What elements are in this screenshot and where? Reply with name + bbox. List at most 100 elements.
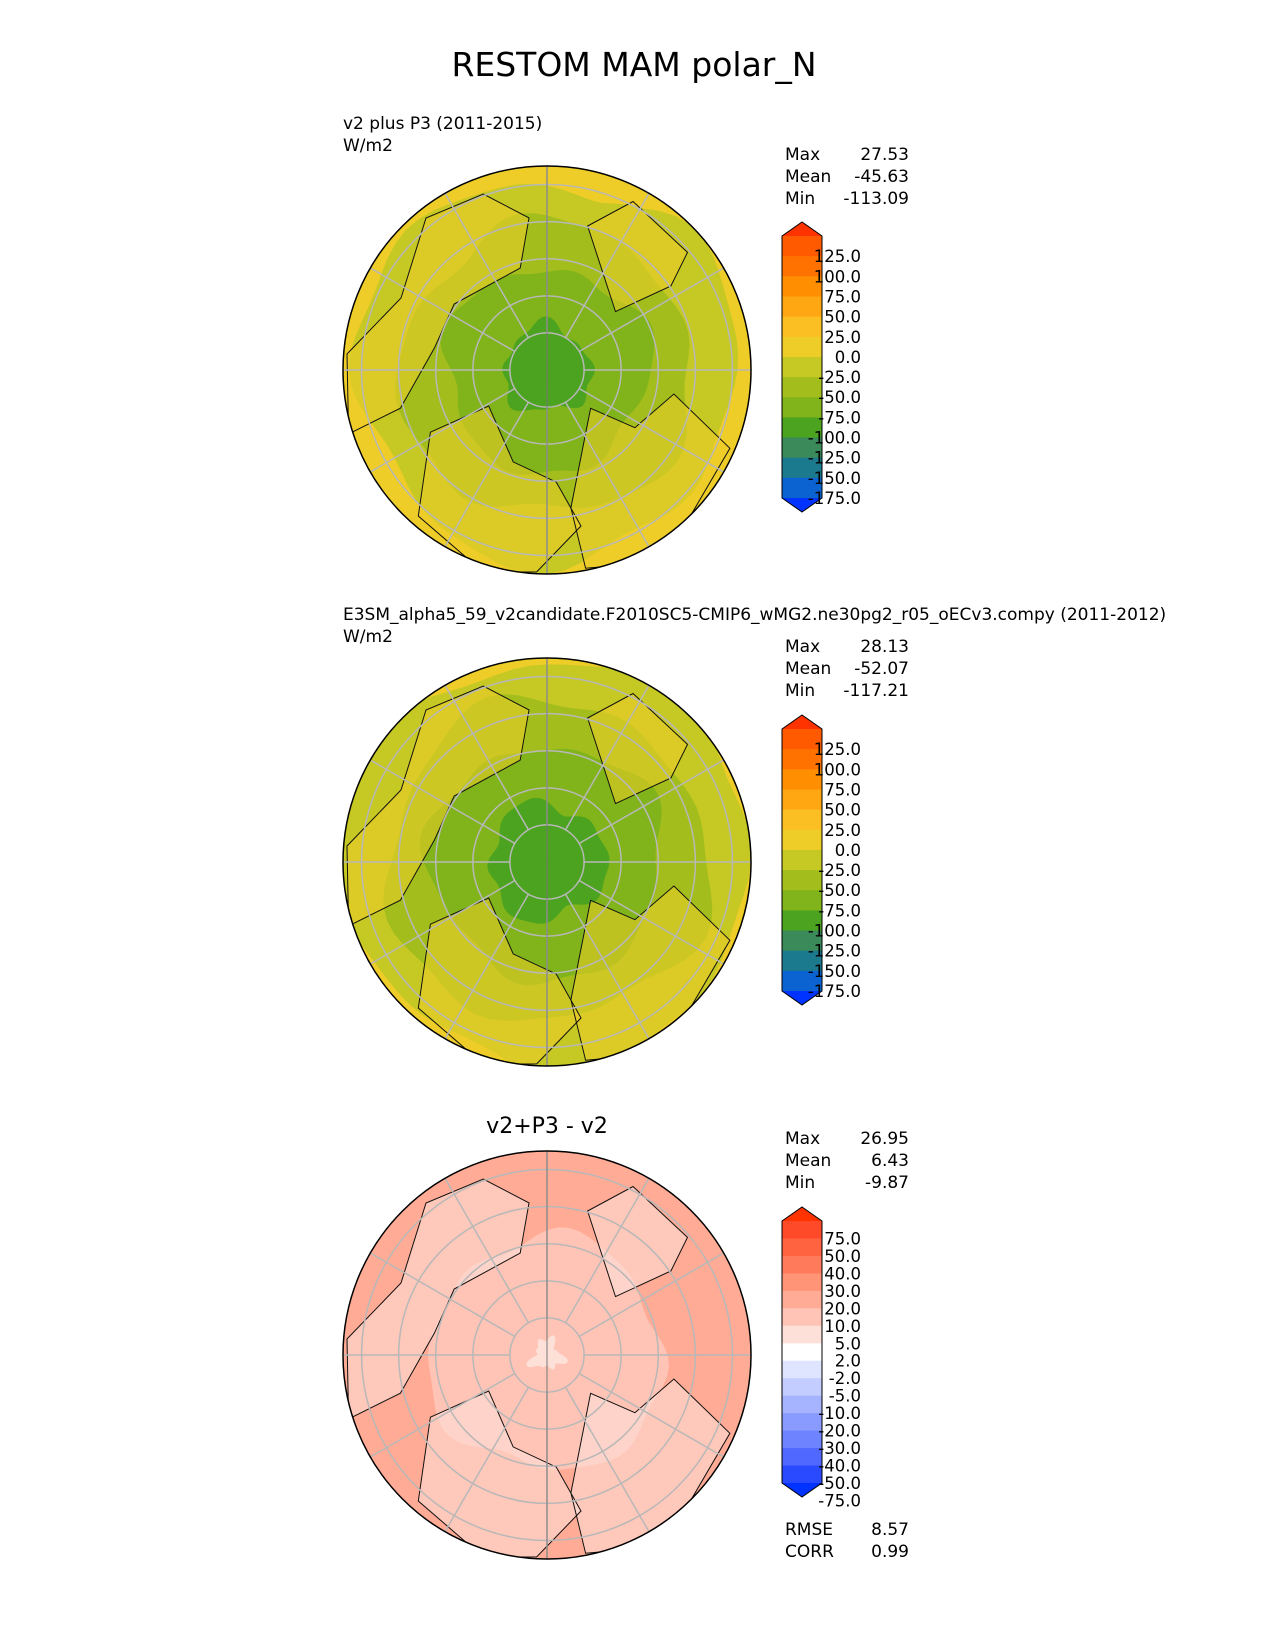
colorbar-tick-label: -175.0 — [808, 489, 861, 508]
colorbar-band — [782, 397, 822, 418]
panel-reference-stats: Max Mean Min 28.13 -52.07 -117.21 — [785, 637, 909, 701]
meridian-line — [444, 684, 530, 831]
colorbar-band — [782, 890, 822, 911]
colorbar-band — [782, 970, 822, 992]
coastline — [586, 1185, 689, 1298]
land-mass — [347, 686, 529, 926]
contour-band — [540, 857, 553, 865]
stat-label-max: Max — [785, 145, 820, 165]
colorbar-tick-label: 75.0 — [824, 780, 861, 799]
colorbar-band — [782, 769, 822, 791]
colorbar-tick-label: 75.0 — [824, 287, 861, 306]
stat-value-max: 27.53 — [860, 145, 909, 165]
colorbar-tick-label: -125.0 — [808, 942, 861, 961]
colorbar-tick-label: -30.0 — [818, 1439, 861, 1458]
colorbar-band — [782, 1465, 822, 1484]
coastline — [586, 692, 689, 805]
colorbar-tick-label: 0.0 — [835, 841, 861, 860]
colorbar-band — [782, 829, 822, 851]
colorbar-band — [782, 910, 822, 932]
land-mass — [347, 1179, 529, 1419]
stat-value-mean: -45.63 — [854, 167, 909, 187]
colorbar-tick-label: 25.0 — [824, 328, 861, 347]
colorbar-tick-label: -5.0 — [829, 1387, 861, 1406]
stat-value-mean: 6.43 — [871, 1151, 909, 1171]
contour-band — [540, 365, 553, 377]
panel-difference-land — [347, 1179, 730, 1557]
colorbar-band — [782, 1448, 822, 1467]
colorbar-tick-label: -10.0 — [818, 1404, 861, 1423]
panel-difference-map — [343, 1151, 751, 1559]
colorbar-tick-label: 125.0 — [814, 247, 861, 266]
panel-difference-title: v2+P3 - v2 — [486, 1114, 608, 1139]
colorbar-tick-label: -50.0 — [818, 1474, 861, 1493]
colorbar-band — [782, 1395, 822, 1414]
panel-difference-map-border — [342, 1150, 752, 1560]
panel-test-subtitle: v2 plus P3 (2011-2015) — [343, 114, 542, 134]
meridian-line — [369, 759, 516, 845]
meridian-line — [444, 401, 530, 548]
colorbar-band — [782, 1273, 822, 1292]
colorbar-band — [782, 236, 822, 257]
stat-label-max: Max — [785, 1129, 820, 1149]
meridian-line — [369, 1252, 516, 1338]
colorbar-band — [782, 1378, 822, 1397]
meridian-line — [369, 387, 516, 473]
colorbar-band — [782, 1413, 822, 1432]
stat-label-min: Min — [785, 1173, 815, 1193]
coastline — [346, 193, 530, 435]
meridian-line — [578, 387, 725, 473]
colorbar-outline — [781, 221, 823, 513]
panel-reference-map-border — [342, 657, 752, 1067]
colorbar-tick-label: 0.0 — [835, 348, 861, 367]
meridian-line — [564, 192, 650, 339]
panel-reference-map — [343, 658, 751, 1066]
meridian-line — [369, 879, 516, 965]
panel-reference-subtitle: E3SM_alpha5_59_v2candidate.F2010SC5-CMIP… — [343, 605, 1166, 625]
colorbar-band — [782, 1255, 822, 1274]
panel-difference-stats: Max Mean Min 26.95 6.43 -9.87 — [785, 1129, 909, 1193]
coastline — [346, 685, 530, 927]
panel-test-map-border — [342, 165, 752, 575]
stat-label-max: Max — [785, 637, 820, 657]
coastline — [346, 1178, 530, 1420]
stat-label-mean: Mean — [785, 167, 831, 187]
colorbar-tick-label: 100.0 — [814, 267, 861, 286]
colorbar-tick-label: -150.0 — [808, 962, 861, 981]
colorbar-tick-label: 10.0 — [824, 1317, 861, 1336]
colorbar-tick-label: 50.0 — [824, 801, 861, 820]
colorbar-band — [782, 477, 822, 499]
colorbar-tick-label: -75.0 — [818, 408, 861, 427]
colorbar-tick-label: -25.0 — [818, 368, 861, 387]
contour-band — [527, 846, 564, 881]
colorbar-band — [782, 296, 822, 318]
coastline — [586, 200, 689, 313]
colorbar-tick-label: -175.0 — [808, 982, 861, 1001]
colorbar-band — [782, 377, 822, 398]
meridian-line — [444, 1386, 530, 1533]
colorbar-tick-label: 50.0 — [824, 1247, 861, 1266]
colorbar-tick-label: 30.0 — [824, 1282, 861, 1301]
colorbar-band — [782, 870, 822, 891]
colorbar-band — [782, 256, 822, 277]
colorbar-band — [782, 276, 822, 298]
meridian-line — [578, 1372, 725, 1458]
colorbar-extend-min — [782, 1483, 822, 1497]
stat-value-max: 26.95 — [860, 1129, 909, 1149]
colorbar-band — [782, 1430, 822, 1449]
stat-value-min: -117.21 — [843, 681, 909, 701]
stat-value-corr: 0.99 — [871, 1542, 909, 1562]
colorbar-tick-label: 5.0 — [835, 1334, 861, 1353]
colorbar-band — [782, 729, 822, 750]
colorbar-band — [782, 1325, 822, 1344]
meridian-line — [564, 893, 650, 1040]
land-mass — [418, 898, 581, 1064]
stat-label-mean: Mean — [785, 1151, 831, 1171]
meridian-line — [578, 759, 725, 845]
meridian-line — [444, 192, 530, 339]
colorbar-band — [782, 417, 822, 439]
colorbar-band — [782, 1360, 822, 1379]
colorbar-band — [782, 1290, 822, 1309]
